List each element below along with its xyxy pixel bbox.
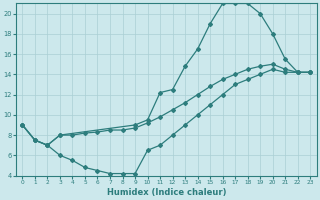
X-axis label: Humidex (Indice chaleur): Humidex (Indice chaleur) bbox=[107, 188, 226, 197]
